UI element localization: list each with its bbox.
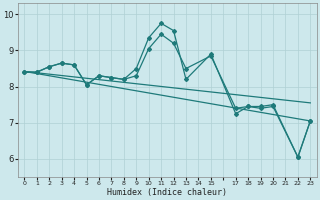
X-axis label: Humidex (Indice chaleur): Humidex (Indice chaleur) [107,188,227,197]
